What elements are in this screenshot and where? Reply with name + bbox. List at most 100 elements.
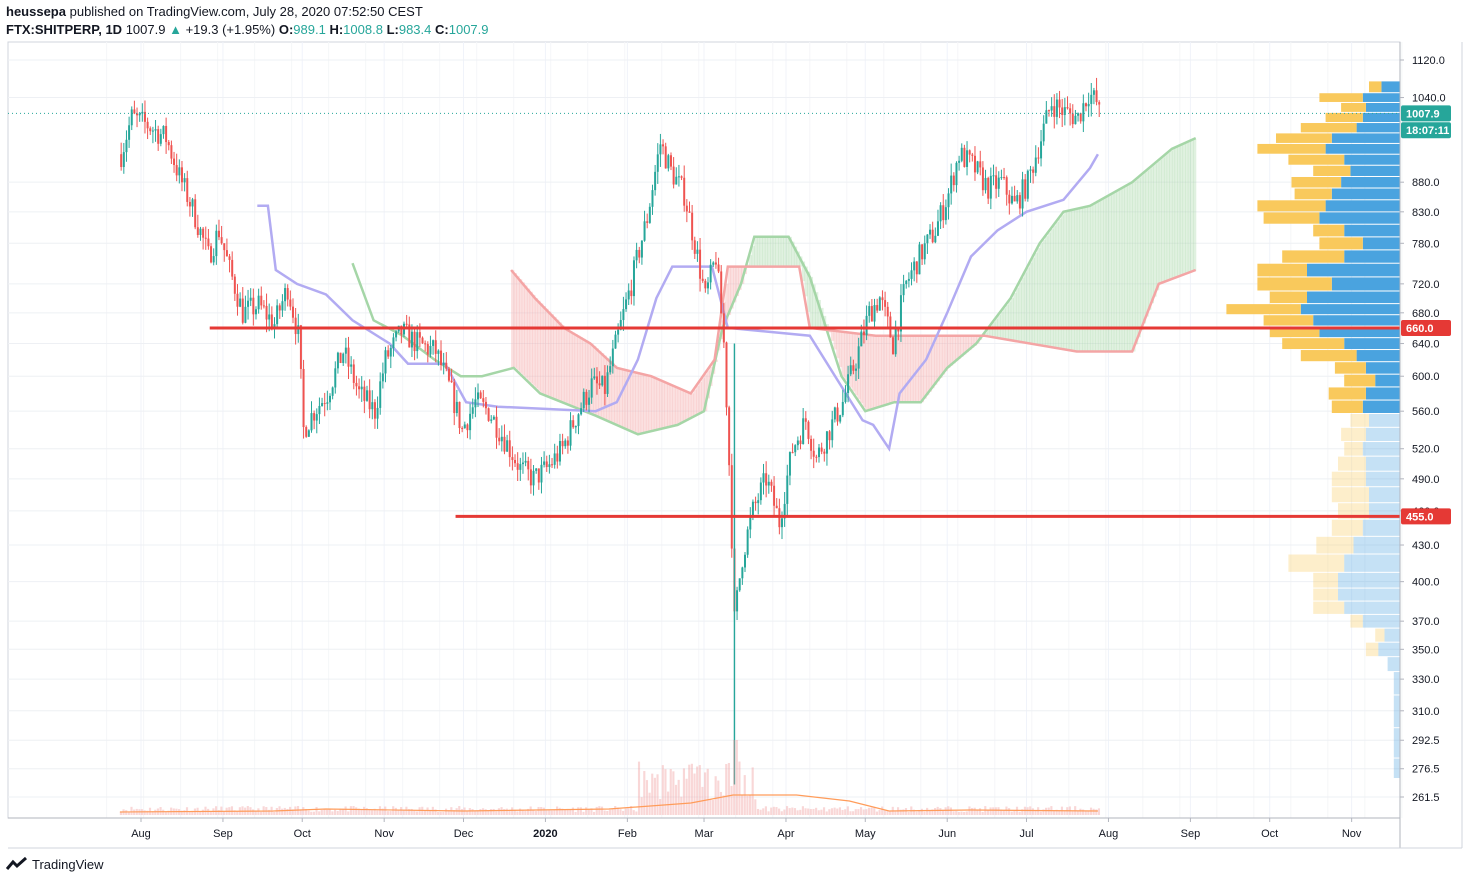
volume-bar: [619, 809, 622, 815]
volume-bar: [941, 809, 945, 815]
x-tick-label: Mar: [695, 828, 714, 840]
volume-bar: [696, 766, 699, 815]
volume-bar: [167, 810, 170, 815]
cloud-slice: [780, 236, 784, 267]
volume-bar: [830, 808, 834, 815]
candle-body: [495, 416, 498, 438]
volume-bar: [452, 810, 456, 815]
symbol-label[interactable]: FTX:SHITPERP, 1D: [6, 22, 123, 37]
kijun-line: [257, 153, 1099, 452]
vp-up-bar: [1365, 427, 1400, 442]
vp-down-bar: [1350, 413, 1369, 427]
volume-bar: [183, 810, 186, 815]
candle-body: [905, 280, 908, 285]
y-tick-label: 880.0: [1412, 177, 1440, 189]
candle-body: [831, 419, 834, 441]
cloud-slice: [989, 325, 993, 337]
volume-bar: [804, 808, 807, 815]
candle-body: [455, 401, 458, 414]
vp-up-bar: [1331, 133, 1400, 143]
volume-bar: [748, 795, 752, 815]
x-tick-label: Jul: [1019, 828, 1033, 840]
candle-body: [128, 125, 131, 140]
vp-down-bar: [1313, 165, 1351, 176]
cloud-slice: [1166, 153, 1170, 281]
candle-body: [379, 381, 382, 408]
volume-bar: [754, 799, 757, 815]
cloud-slice: [875, 335, 880, 408]
candle-body: [307, 430, 310, 437]
candle-body: [844, 393, 847, 402]
cloud-slice: [563, 327, 568, 403]
cloud-slice: [1050, 229, 1054, 347]
candle-body: [228, 256, 231, 260]
volume-bar: [643, 771, 646, 815]
candle-body: [429, 345, 432, 355]
publisher-name[interactable]: heussepa: [6, 4, 66, 19]
volume-bar: [524, 810, 527, 815]
vp-down-bar: [1313, 588, 1338, 601]
candle-body: [997, 177, 1000, 189]
footer-brand[interactable]: TradingView: [32, 856, 104, 872]
candle-body: [680, 176, 683, 178]
cloud-slice: [817, 299, 821, 329]
volume-bar: [867, 807, 871, 815]
volume-bar: [857, 809, 860, 815]
vp-up-bar: [1378, 642, 1400, 657]
candle-body: [421, 337, 424, 344]
volume-bar: [357, 808, 360, 815]
volume-bar: [571, 807, 575, 815]
candle-body: [989, 175, 992, 199]
volume-bar: [209, 811, 212, 815]
candle-body: [572, 420, 575, 428]
candle-body: [910, 270, 913, 279]
volume-bar: [614, 806, 617, 815]
volume-bar: [738, 761, 741, 815]
volume-bar: [299, 809, 302, 815]
candle-body: [749, 516, 752, 530]
cloud-slice: [577, 335, 581, 409]
cloud-slice: [778, 236, 782, 267]
candle-body: [825, 431, 828, 454]
candle-body: [247, 300, 250, 307]
volume-bar: [1039, 811, 1042, 815]
volume-bar: [838, 807, 841, 815]
cloud-slice: [886, 335, 890, 405]
candle-body: [923, 243, 926, 260]
volume-bar: [997, 807, 1000, 815]
volume-bar: [957, 811, 960, 815]
candle-body: [260, 295, 263, 306]
cloud-slice: [756, 236, 761, 267]
volume-bar: [201, 809, 204, 815]
tradingview-logo-icon[interactable]: [6, 856, 28, 872]
vp-up-bar: [1344, 601, 1400, 614]
candle-body: [677, 176, 680, 178]
volume-bar: [939, 808, 942, 815]
candle-body: [1021, 179, 1024, 209]
cloud-slice: [1079, 208, 1083, 352]
candle-body: [1042, 123, 1045, 142]
vp-up-bar: [1307, 263, 1400, 277]
cloud-slice: [685, 391, 689, 421]
volume-bar: [481, 808, 485, 815]
candle-body: [683, 177, 686, 206]
volume-bar: [817, 810, 820, 815]
candle-body: [347, 347, 350, 367]
candle-body: [1037, 157, 1040, 159]
candle-body: [418, 332, 421, 338]
vp-up-bar: [1362, 237, 1400, 250]
x-tick-label: Nov: [1342, 828, 1362, 840]
volume-bar: [513, 809, 516, 815]
candle-body: [691, 212, 694, 241]
cloud-slice: [698, 381, 702, 414]
cloud-slice: [1126, 185, 1131, 352]
cloud-slice: [640, 373, 644, 434]
candle-body: [921, 244, 924, 260]
candle-body: [136, 113, 139, 116]
candle-body: [389, 347, 392, 357]
cloud-slice: [1174, 147, 1178, 278]
cloud-slice: [1140, 175, 1144, 331]
volume-bar: [862, 809, 865, 815]
candle-body: [876, 305, 879, 311]
